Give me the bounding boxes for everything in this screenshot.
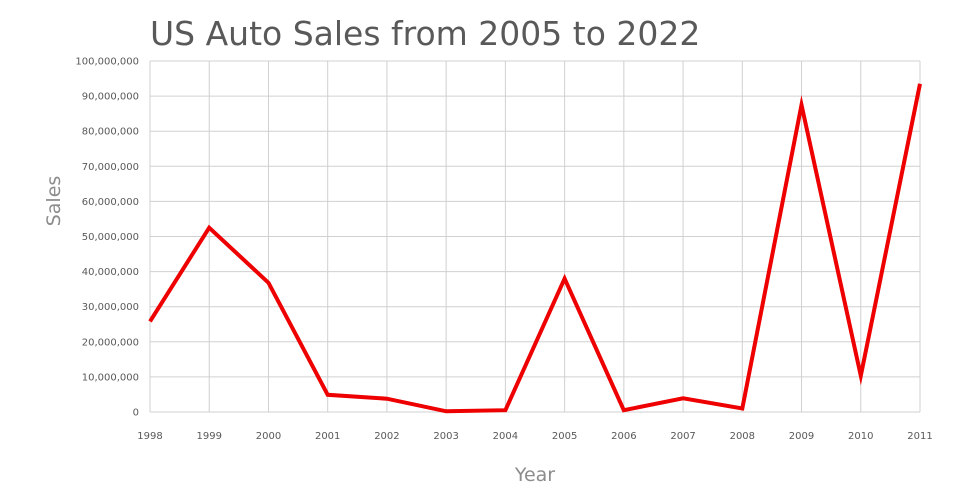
- x-tick-label: 2007: [670, 431, 695, 442]
- y-tick-label: 20,000,000: [82, 337, 139, 348]
- x-tick-label: 2003: [433, 431, 458, 442]
- y-tick-label: 0: [133, 408, 139, 419]
- y-tick-label: 40,000,000: [82, 267, 139, 278]
- y-tick-label: 100,000,000: [75, 57, 139, 68]
- x-tick-label: 2005: [552, 431, 577, 442]
- x-tick-label: 2010: [848, 431, 873, 442]
- y-tick-label: 10,000,000: [82, 372, 139, 383]
- x-tick-label: 2000: [256, 431, 281, 442]
- series-line: [148, 83, 922, 414]
- y-tick-label: 50,000,000: [82, 232, 139, 243]
- y-tick-label: 90,000,000: [82, 92, 139, 103]
- chart-title: US Auto Sales from 2005 to 2022: [150, 14, 701, 53]
- x-tick-label: 2011: [907, 431, 932, 442]
- x-tick-label: 2001: [315, 431, 340, 442]
- y-tick-label: 70,000,000: [82, 162, 139, 173]
- x-tick-label: 2002: [374, 431, 399, 442]
- vertical-gridlines: [149, 61, 921, 412]
- y-tick-label: 80,000,000: [82, 127, 139, 138]
- x-tick-label: 1998: [137, 431, 162, 442]
- x-tick-label: 2008: [730, 431, 755, 442]
- y-axis-title: Sales: [43, 176, 65, 227]
- x-tick-label: 1999: [197, 431, 222, 442]
- x-tick-label: 2004: [493, 431, 518, 442]
- x-tick-label: 2006: [611, 431, 636, 442]
- y-tick-label: 30,000,000: [82, 302, 139, 313]
- x-axis-title: Year: [514, 464, 555, 486]
- x-axis-tick-labels: 1998 1999 2000 2001 2002 2003 2004 2005 2006 2007…: [137, 431, 932, 442]
- y-tick-label: 60,000,000: [82, 197, 139, 208]
- series-layer: [148, 83, 922, 414]
- y-axis-tick-labels: 0 10,000,000 20,000,000 30,000,000 40,000,00…: [75, 57, 139, 419]
- x-tick-label: 2009: [789, 431, 814, 442]
